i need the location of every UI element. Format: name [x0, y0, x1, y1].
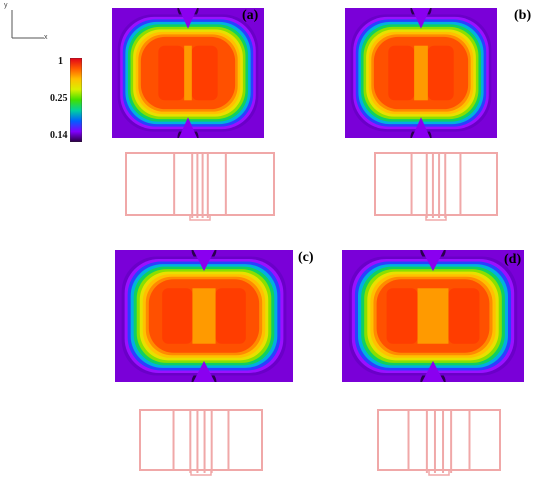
heatmap-c-svg	[115, 250, 293, 382]
heatmap-b	[345, 8, 497, 138]
heatmap-hot-lobe	[388, 45, 415, 101]
heatmap-waist	[422, 250, 444, 272]
layout-terminal	[425, 215, 447, 221]
heatmap-hot-lobe	[158, 45, 185, 101]
heatmap-a	[112, 8, 264, 138]
colorbar-tick-max: 1	[58, 56, 63, 67]
axis-arrows	[11, 10, 44, 39]
heatmap-waist	[422, 360, 444, 382]
panel-label-b: (b)	[514, 8, 532, 23]
heatmap-b-svg	[345, 8, 497, 138]
heatmap-hot-lobe	[386, 288, 418, 344]
layout-c-svg	[139, 409, 263, 476]
heatmap-hot-lobe	[162, 288, 193, 344]
layout-outer-frame	[125, 152, 275, 216]
heatmap-c	[115, 250, 293, 382]
panel-label-d: (d)	[504, 252, 522, 267]
heatmap-waist	[178, 117, 198, 138]
heatmap-waist	[178, 8, 198, 29]
heatmap-hot-lobe	[427, 45, 454, 101]
layout-terminal	[428, 470, 450, 476]
axis-indicator: y x	[4, 2, 52, 44]
heatmap-d-svg	[342, 250, 524, 382]
panel-label-c: (c)	[298, 250, 314, 265]
heatmap-d	[342, 250, 524, 382]
heatmap-center-gap	[417, 288, 449, 344]
layout-inner-frame	[172, 409, 230, 471]
heatmap-hot-lobe	[191, 45, 218, 101]
heatmap-waist	[193, 250, 215, 272]
layout-terminal	[190, 470, 212, 476]
heatmap-waist	[411, 117, 431, 138]
heatmap-a-svg	[112, 8, 264, 138]
layout-inner-frame	[407, 409, 471, 471]
colorbar-tick-min: 0.14	[50, 130, 68, 141]
heatmap-center-gap	[192, 288, 216, 344]
layout-a-svg	[125, 152, 275, 221]
layout-b	[373, 150, 499, 222]
layout-c	[138, 407, 264, 477]
heatmap-center-gap	[414, 45, 428, 101]
layout-d	[376, 407, 502, 477]
layout-inner-frame	[173, 152, 227, 216]
layout-d-svg	[377, 409, 501, 476]
colorbar	[70, 58, 82, 142]
x-axis-label: x	[44, 34, 48, 41]
layout-outer-frame	[374, 152, 498, 216]
colorbar-tick-mid: 0.25	[50, 93, 68, 104]
heatmap-waist	[411, 8, 431, 29]
layout-terminal	[189, 215, 211, 221]
layout-inner-frame	[410, 152, 462, 216]
heatmap-waist	[193, 360, 215, 382]
heatmap-center-gap	[184, 45, 192, 101]
layout-a	[124, 150, 276, 222]
layout-b-svg	[374, 152, 498, 221]
y-axis-label: y	[4, 2, 8, 9]
layout-outer-frame	[377, 409, 501, 471]
heatmap-hot-lobe	[215, 288, 246, 344]
heatmap-hot-lobe	[448, 288, 480, 344]
layout-outer-frame	[139, 409, 263, 471]
colorbar-gradient	[70, 58, 82, 142]
panel-label-a: (a)	[242, 8, 259, 23]
